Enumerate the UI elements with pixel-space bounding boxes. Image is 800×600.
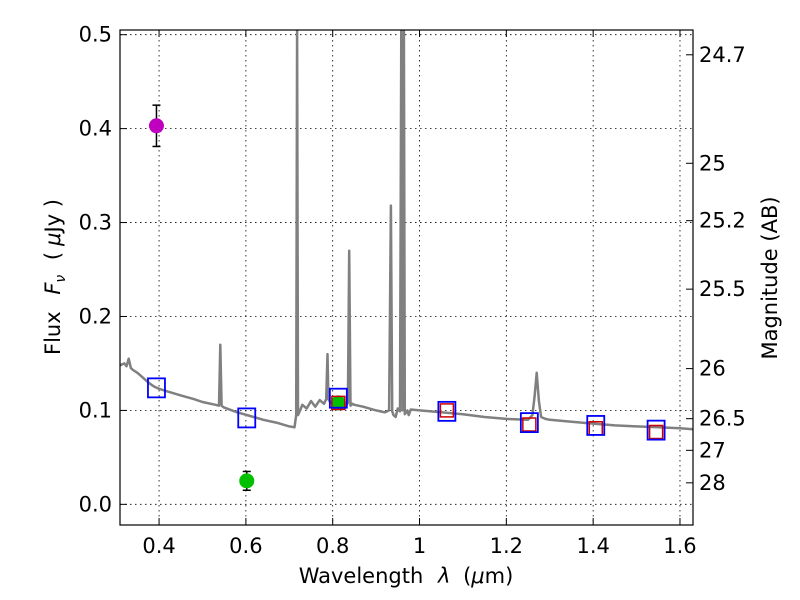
- y-tick-label-3: 0.3: [79, 211, 112, 235]
- x-tick-label-0: 0.4: [142, 534, 175, 558]
- detection-point-1: [239, 473, 255, 489]
- right-tick-label-7: 28: [699, 471, 726, 495]
- detection-point-2: [330, 395, 346, 411]
- y-axis-label: Flux Fν ( μJy ): [41, 199, 70, 355]
- right-axis-ticks: 24.7 25 25.2 25.5 26 26.5 27 28: [686, 43, 746, 495]
- y-axis-label-unit-rest: Jy ): [41, 199, 65, 235]
- x-axis-label-symbol: λ: [437, 564, 450, 588]
- y-tick-label-5: 0.5: [79, 23, 112, 47]
- observed-square-2: [522, 417, 537, 432]
- x-tick-label-5: 1.4: [576, 534, 609, 558]
- markers: [147, 104, 666, 491]
- synthetic-square-4: [519, 412, 539, 434]
- right-tick-label-1: 25: [699, 151, 726, 175]
- y-tick-label-4: 0.4: [79, 117, 112, 141]
- y-axis-ticks: 0.0 0.1 0.2 0.3 0.4 0.5: [79, 23, 127, 516]
- right-tick-label-5: 26.5: [699, 407, 746, 431]
- synthetic-square-1: [237, 407, 257, 429]
- x-axis-label-unit-mu: μ: [470, 564, 484, 588]
- x-tick-label-1: 0.6: [229, 534, 262, 558]
- y-axis-label-symbol: F: [41, 282, 65, 295]
- y-axis-label-unit-mu: μ: [41, 232, 65, 246]
- y-tick-label-1: 0.1: [79, 398, 112, 422]
- x-tick-label-6: 1.6: [663, 534, 696, 558]
- right-axis-label: Magnitude (AB): [758, 196, 782, 359]
- y-tick-label-0: 0.0: [79, 492, 112, 516]
- right-tick-label-0: 24.7: [699, 43, 746, 67]
- y-axis-label-unit-open: (: [41, 252, 65, 260]
- detection-point-0: [148, 118, 164, 134]
- x-axis-ticks: 0.4 0.6 0.8 1 1.2 1.4 1.6: [142, 30, 697, 558]
- synthetic-square-5: [586, 415, 606, 436]
- y-axis-label-text: Flux: [41, 311, 65, 355]
- plot-frame: [119, 29, 694, 526]
- x-tick-label-3: 1: [413, 534, 426, 558]
- x-axis-label-text: Wavelength: [299, 564, 424, 588]
- x-axis-label-unit-open: (: [463, 564, 471, 588]
- synthetic-square-2: [328, 387, 348, 409]
- observed-square-4: [648, 424, 664, 440]
- observed-square-0: [331, 395, 346, 411]
- observed-square-1: [439, 403, 455, 418]
- x-tick-label-4: 1.2: [490, 534, 523, 558]
- right-tick-label-4: 26: [699, 357, 726, 381]
- synthetic-square-6: [646, 419, 666, 441]
- right-tick-label-3: 25.5: [699, 277, 746, 301]
- x-tick-label-2: 0.8: [316, 534, 349, 558]
- x-axis-label-unit-rest: m): [485, 564, 514, 588]
- right-tick-label-2: 25.2: [699, 209, 746, 233]
- y-tick-label-2: 0.2: [79, 304, 112, 328]
- synthetic-square-3: [437, 400, 457, 422]
- x-axis-label: Wavelength λ (μm): [299, 564, 514, 588]
- y-axis-label-subscript: ν: [53, 275, 69, 283]
- right-tick-label-6: 27: [699, 438, 726, 462]
- synthetic-square-0: [147, 377, 166, 399]
